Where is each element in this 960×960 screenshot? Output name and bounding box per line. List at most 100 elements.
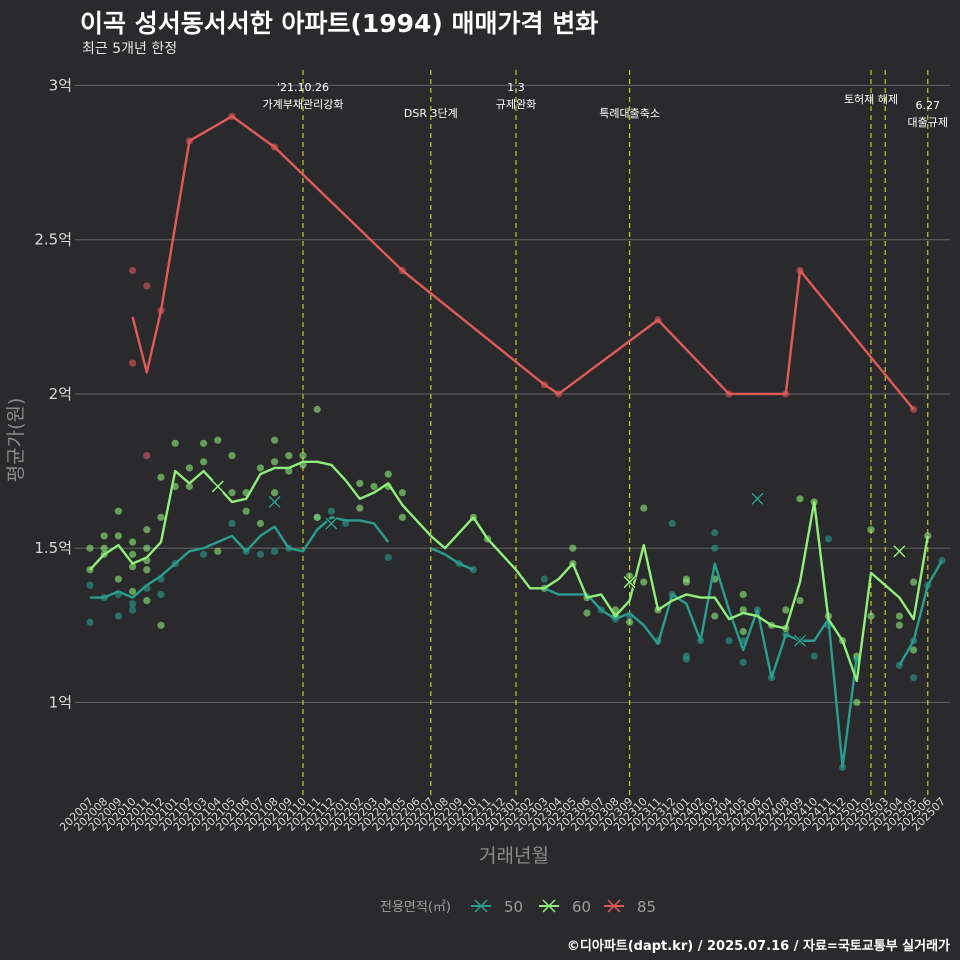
series-line-50 xyxy=(90,516,390,599)
data-point-60 xyxy=(143,544,151,552)
event-label: 규제완화 xyxy=(496,98,536,111)
data-point-50 xyxy=(327,507,335,515)
data-point-60 xyxy=(271,458,279,466)
data-point-60 xyxy=(895,621,904,629)
data-point-85 xyxy=(129,266,137,275)
data-point-60 xyxy=(370,482,378,491)
cross-stroke xyxy=(751,492,764,505)
cross-marker-50 xyxy=(793,634,807,648)
data-point-60 xyxy=(356,504,364,512)
data-point-60 xyxy=(313,513,321,521)
data-point-50 xyxy=(271,547,279,555)
data-point-60 xyxy=(129,563,137,571)
data-point-60 xyxy=(285,467,293,475)
cross-stroke xyxy=(793,634,807,647)
data-point-60 xyxy=(739,627,747,636)
data-point-60 xyxy=(910,578,918,586)
data-point-60 xyxy=(185,464,193,472)
y-axis-title: 평균가(원) xyxy=(5,398,27,483)
event-label: 가계부채관리강화 xyxy=(263,98,344,111)
data-point-60 xyxy=(157,621,165,629)
series-lines xyxy=(89,115,944,769)
cross-marker-60 xyxy=(892,544,906,558)
legend-title: 전용면적(㎡) xyxy=(380,900,451,915)
data-point-60 xyxy=(853,698,861,707)
data-point-60 xyxy=(143,526,151,534)
x-axis-ticks: 2020072020082020092020102020112020122021… xyxy=(57,795,948,834)
series-line-60 xyxy=(89,460,929,683)
cross-stroke xyxy=(268,495,281,508)
data-point-60 xyxy=(228,452,236,460)
data-point-60 xyxy=(171,439,179,447)
cross-marker-50 xyxy=(750,492,764,506)
cross-stroke xyxy=(893,545,906,558)
data-point-60 xyxy=(100,532,108,540)
series-line-50 xyxy=(543,562,858,769)
data-point-60 xyxy=(129,550,137,558)
data-point-85 xyxy=(129,359,137,367)
data-point-50 xyxy=(86,618,94,626)
data-point-60 xyxy=(796,495,804,503)
cross-marker-60 xyxy=(623,575,637,589)
data-point-60 xyxy=(924,532,932,540)
cross-marker-50 xyxy=(324,516,338,531)
data-point-60 xyxy=(129,538,137,546)
data-point-60 xyxy=(910,646,918,654)
cross-markers xyxy=(211,479,906,648)
data-point-60 xyxy=(114,507,122,515)
y-tick-label: 2억 xyxy=(49,385,72,403)
data-point-60 xyxy=(256,464,264,472)
data-point-50 xyxy=(114,612,122,620)
y-axis-ticks: 1억 1.5억 2억 2.5억 3억 xyxy=(34,76,72,711)
y-tick-label: 1.5억 xyxy=(34,539,72,557)
data-point-60 xyxy=(157,473,165,481)
event-label: DSR 3단계 xyxy=(404,107,458,120)
data-point-50 xyxy=(157,590,165,599)
data-point-60 xyxy=(583,609,591,617)
data-point-60 xyxy=(398,489,406,497)
data-point-60 xyxy=(895,612,904,620)
data-point-60 xyxy=(711,612,719,620)
data-point-50 xyxy=(824,535,833,543)
data-point-60 xyxy=(285,452,293,460)
data-point-60 xyxy=(682,578,691,586)
data-point-60 xyxy=(214,436,222,444)
cross-marker-50 xyxy=(268,495,282,509)
data-point-50 xyxy=(739,658,747,666)
source-caption: ©디아파트(dapt.kr) / 2025.07.16 / 자료=국토교통부 실… xyxy=(566,939,950,954)
legend-label-50: 50 xyxy=(504,898,523,916)
legend-cross-50 xyxy=(474,899,488,913)
data-point-50 xyxy=(682,655,691,663)
y-tick-label: 3억 xyxy=(49,76,72,94)
y-tick-label: 1억 xyxy=(49,693,72,711)
data-point-60 xyxy=(228,489,236,497)
series-line-85 xyxy=(131,115,915,411)
data-point-60 xyxy=(384,470,392,478)
data-point-50 xyxy=(910,674,918,682)
data-point-50 xyxy=(384,553,392,562)
data-point-50 xyxy=(256,550,264,558)
legend-label-60: 60 xyxy=(572,898,591,916)
data-point-60 xyxy=(782,606,790,614)
data-point-60 xyxy=(626,572,634,580)
data-point-50 xyxy=(86,581,94,589)
data-point-60 xyxy=(200,458,208,466)
data-point-60 xyxy=(569,544,577,552)
cross-marker-60 xyxy=(211,479,225,494)
data-point-60 xyxy=(640,504,648,512)
data-point-50 xyxy=(342,519,350,528)
data-point-60 xyxy=(143,597,151,605)
data-point-60 xyxy=(256,519,264,528)
data-point-60 xyxy=(114,575,122,583)
event-label: 6.27 xyxy=(916,99,941,112)
data-point-50 xyxy=(711,544,719,552)
data-point-60 xyxy=(313,405,321,413)
data-point-60 xyxy=(739,606,747,614)
chart-title: 이곡 성서동서서한 아파트(1994) 매매가격 변화 xyxy=(80,9,599,38)
data-point-50 xyxy=(228,519,236,528)
x-axis-title: 거래년월 xyxy=(479,845,549,867)
data-point-60 xyxy=(129,587,137,595)
event-label: '21.10.26 xyxy=(277,81,329,94)
